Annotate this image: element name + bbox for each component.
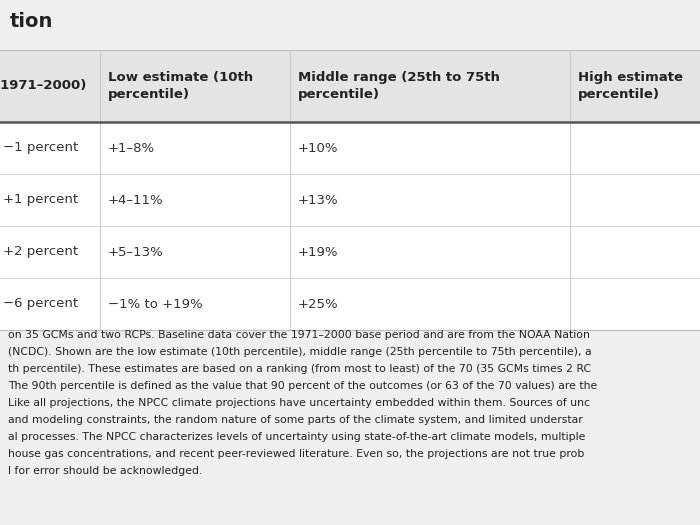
- Text: and modeling constraints, the random nature of some parts of the climate system,: and modeling constraints, the random nat…: [8, 415, 582, 425]
- Text: al processes. The NPCC characterizes levels of uncertainty using state-of-the-ar: al processes. The NPCC characterizes lev…: [8, 432, 585, 442]
- Text: house gas concentrations, and recent peer-reviewed literature. Even so, the proj: house gas concentrations, and recent pee…: [8, 449, 584, 459]
- Text: Low estimate (10th
percentile): Low estimate (10th percentile): [108, 71, 253, 101]
- Text: tion: tion: [10, 12, 53, 31]
- Bar: [0, 50, 700, 122]
- Text: +5–13%: +5–13%: [108, 246, 164, 258]
- Text: High estimate
percentile): High estimate percentile): [578, 71, 683, 101]
- Text: +13%: +13%: [298, 194, 339, 206]
- Text: th percentile). These estimates are based on a ranking (from most to least) of t: th percentile). These estimates are base…: [8, 364, 591, 374]
- Text: l for error should be acknowledged.: l for error should be acknowledged.: [8, 466, 202, 476]
- Text: on 35 GCMs and two RCPs. Baseline data cover the 1971–2000 base period and are f: on 35 GCMs and two RCPs. Baseline data c…: [8, 330, 590, 340]
- Text: +25%: +25%: [298, 298, 339, 310]
- Text: −1% to +19%: −1% to +19%: [108, 298, 202, 310]
- Text: +4–11%: +4–11%: [108, 194, 164, 206]
- Text: +1–8%: +1–8%: [108, 142, 155, 154]
- Text: Middle range (25th to 75th
percentile): Middle range (25th to 75th percentile): [298, 71, 500, 101]
- Text: The 90th percentile is defined as the value that 90 percent of the outcomes (or : The 90th percentile is defined as the va…: [8, 381, 597, 391]
- Text: +19%: +19%: [298, 246, 339, 258]
- Text: (1971–2000): (1971–2000): [0, 79, 88, 92]
- Text: +2 percent: +2 percent: [4, 246, 78, 258]
- Bar: [0, 122, 700, 330]
- Text: (NCDC). Shown are the low estimate (10th percentile), middle range (25th percent: (NCDC). Shown are the low estimate (10th…: [8, 347, 592, 357]
- Text: −1 percent: −1 percent: [4, 142, 78, 154]
- Text: Like all projections, the NPCC climate projections have uncertainty embedded wit: Like all projections, the NPCC climate p…: [8, 398, 590, 408]
- Text: −6 percent: −6 percent: [4, 298, 78, 310]
- Text: +10%: +10%: [298, 142, 339, 154]
- Text: +1 percent: +1 percent: [4, 194, 78, 206]
